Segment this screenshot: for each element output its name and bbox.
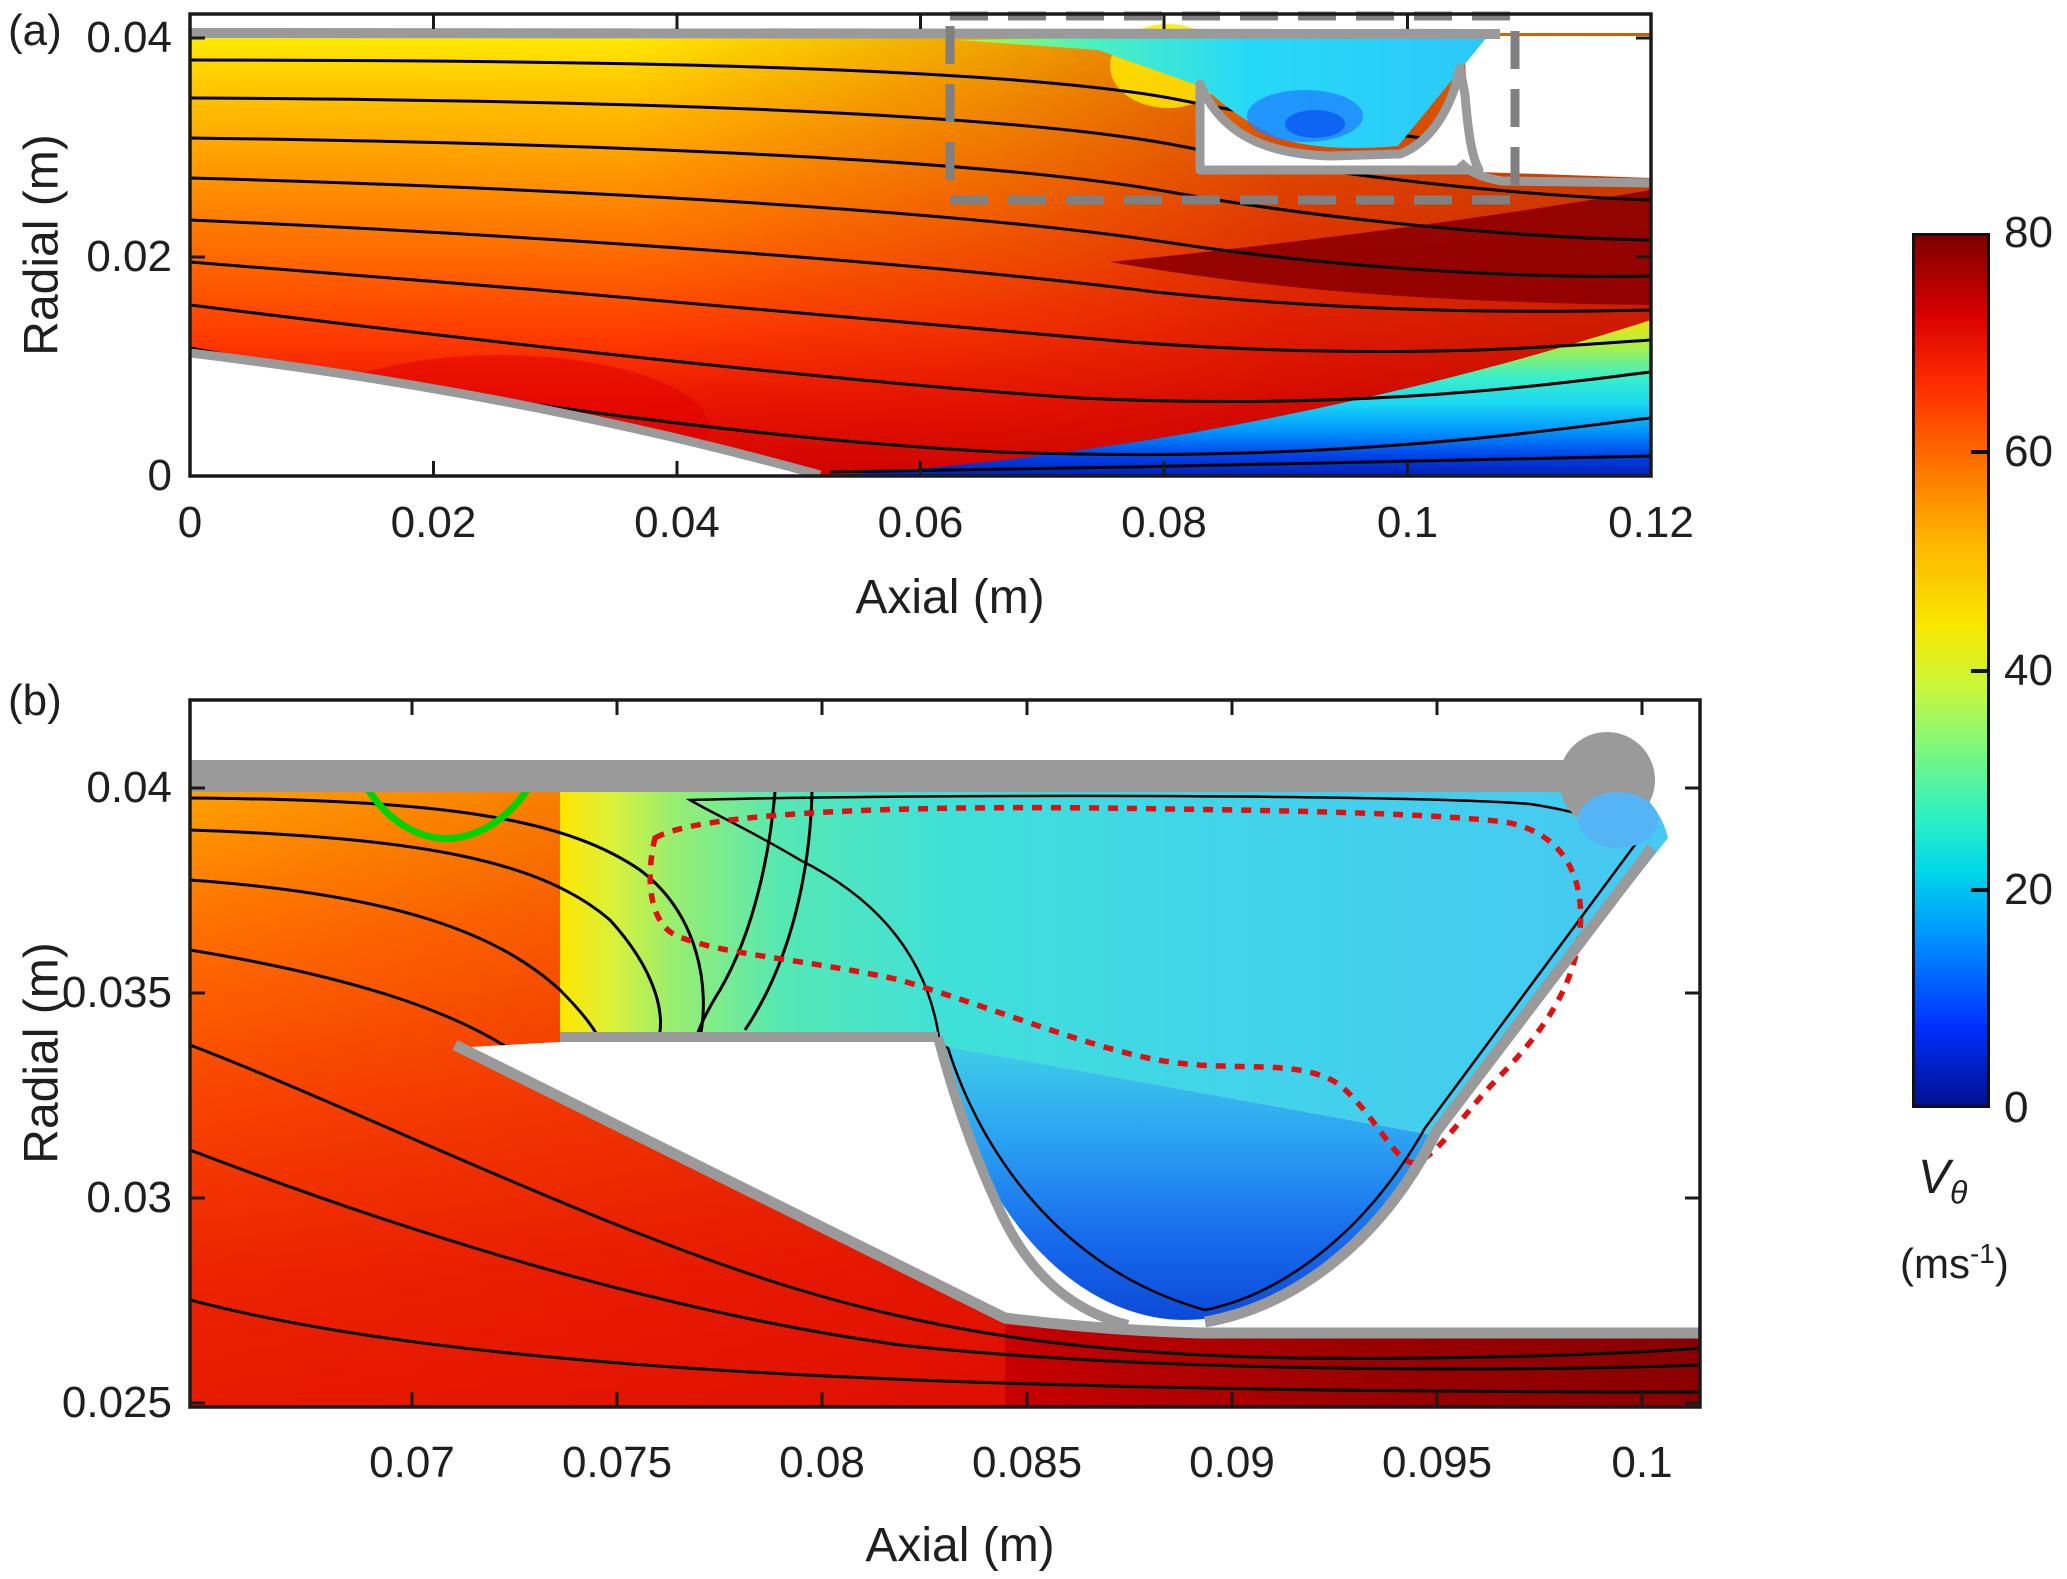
panel-b-plot [188, 698, 1702, 1409]
colorbar-tick-label: 20 [2004, 865, 2053, 914]
a-centerbody-fill [190, 353, 818, 476]
a-x-tick-label: 0.08 [1121, 498, 1207, 547]
b-recirculation-wedge [560, 792, 1668, 1135]
panel-b-label: (b) [8, 676, 62, 725]
a-y-tick-label: 0.02 [86, 232, 172, 281]
b-x-axis-title: Axial (m) [865, 1519, 1055, 1572]
b-wedge-outer-wall [1204, 844, 1657, 1328]
a-x-tick-label: 0 [177, 498, 203, 547]
b-x-tick-label: 0.09 [1189, 1438, 1275, 1487]
colorbar-tick-mark [1971, 888, 1987, 892]
b-shroud-wall-band [190, 760, 1565, 792]
b-y-tick-label: 0.025 [61, 1378, 172, 1427]
colorbar-tick-label: 60 [2004, 427, 2053, 476]
panel-a-label: (a) [8, 6, 62, 55]
b-recirculation-contour [647, 804, 1584, 1166]
b-streamlines [190, 791, 1700, 1394]
a-centerbody-wall [190, 348, 822, 476]
a-x-tick-label: 0.12 [1608, 498, 1694, 547]
a-cavity-lip [1195, 63, 1484, 175]
colorbar-tick-label: 40 [2004, 646, 2053, 695]
a-axis-ticks [188, 14, 1653, 478]
panel-a-plot [188, 11, 1653, 478]
b-y-tick-label: 0.03 [86, 1173, 172, 1222]
b-x-tick-label: 0.08 [779, 1438, 865, 1487]
colorbar-tick-mark [1971, 669, 1987, 673]
a-x-tick-label: 0.06 [877, 498, 964, 547]
b-x-tick-label: 0.07 [369, 1438, 455, 1487]
a-shroud-wall [190, 28, 1501, 39]
a-zoom-box [945, 11, 1520, 205]
b-x-tick-label: 0.095 [1381, 1438, 1493, 1487]
b-y-tick-label: 0.035 [61, 968, 172, 1017]
a-x-tick-label: 0.04 [634, 498, 720, 547]
b-y-tick-label: 0.04 [86, 763, 172, 812]
b-frame [188, 698, 1702, 1409]
colorbar-tick-mark [1971, 450, 1987, 454]
b-slot-bowl-wall [933, 1035, 1130, 1330]
colorbar-units: (ms-1) [1900, 1238, 2009, 1287]
b-cavity-bowl [940, 1045, 1432, 1320]
a-y-tick-label: 0 [147, 451, 172, 500]
a-x-axis-title: Axial (m) [855, 571, 1045, 624]
a-x-tick-label: 0.1 [1376, 498, 1439, 547]
b-recirculation-streamline [685, 794, 1642, 1312]
b-x-tick-label: 0.085 [971, 1438, 1083, 1487]
b-green-contour [354, 766, 542, 842]
b-tip-blue-bulge [1578, 792, 1658, 848]
colorbar-tick-label: 80 [2004, 208, 2053, 257]
a-duct-wall-right [1456, 158, 1651, 188]
a-outer-white-region [1465, 36, 1651, 178]
b-x-tick-label: 0.075 [561, 1438, 673, 1487]
b-hub-wall [452, 1040, 1700, 1339]
a-low-swirl-wedge [818, 320, 1651, 476]
a-cavity-blue-core2 [1285, 110, 1345, 138]
a-y-axis-title: Radial (m) [15, 134, 69, 356]
b-axis-ticks [190, 700, 1700, 1407]
a-dark-red-band [1110, 190, 1651, 305]
a-x-tick-label: 0.02 [390, 498, 477, 547]
colorbar-title: Vθ [1918, 1151, 1968, 1211]
b-x-tick-label: 0.1 [1611, 1438, 1673, 1487]
a-y-tick-label: 0.04 [86, 13, 172, 62]
colorbar-tick-label: 0 [2004, 1083, 2029, 1132]
